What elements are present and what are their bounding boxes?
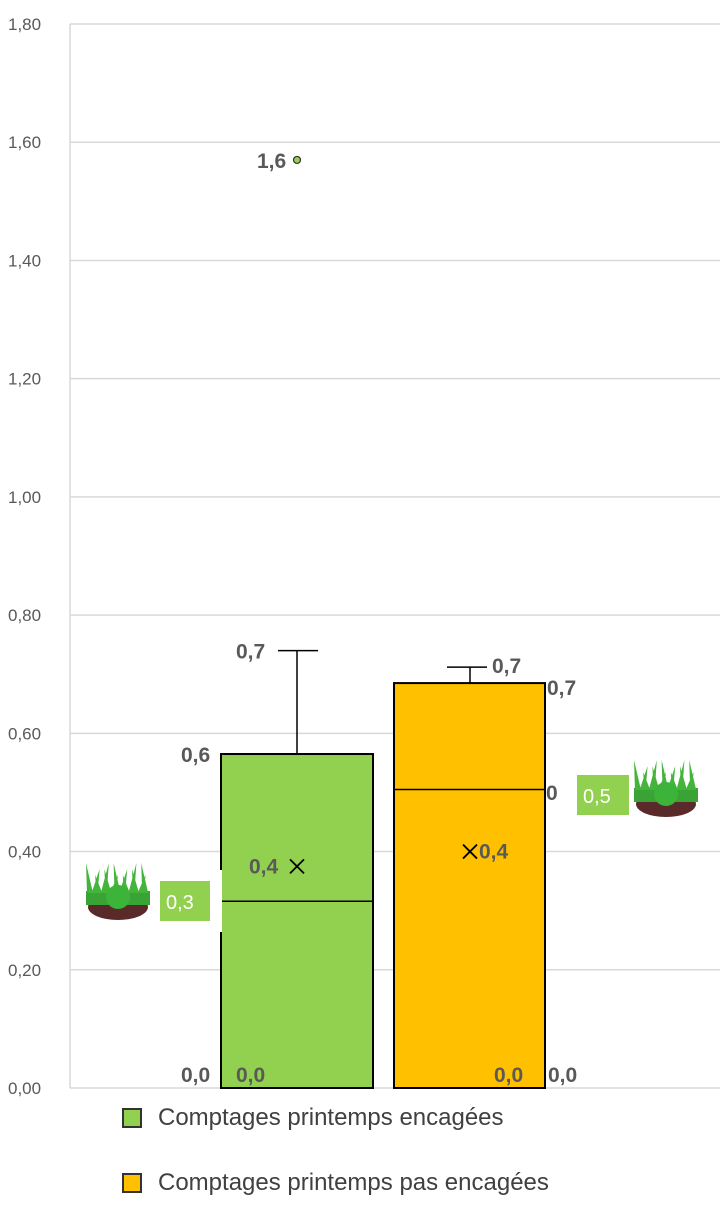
y-tick-label: 0,20 [8, 961, 41, 980]
legend-label-pas-encagees: Comptages printemps pas encagées [158, 1169, 549, 1196]
grass-icon-right [634, 760, 698, 817]
label-q1: 0,0 [236, 1064, 265, 1087]
label-q3: 0,7 [547, 677, 576, 700]
label-q3: 0,6 [181, 744, 210, 767]
median-badge-left-bg [160, 881, 210, 921]
label-min: 0,0 [494, 1064, 523, 1087]
grass-bulb-shape [106, 885, 130, 909]
y-tick-label: 0,80 [8, 606, 41, 625]
grass-blades-shape [86, 863, 149, 893]
median-badge-right: 0,5 [577, 775, 629, 815]
y-tick-label: 1,20 [8, 370, 41, 389]
label-mean: 0,4 [249, 855, 279, 878]
mean-marker [289, 858, 305, 874]
legend-swatch-green [122, 1108, 142, 1128]
label-outlier: 1,6 [257, 150, 286, 173]
outlier-point [292, 155, 302, 165]
mean-marker [462, 843, 478, 860]
grass-blades-shape [634, 760, 697, 790]
mean-marker-stroke [462, 843, 478, 860]
median-badge-right-bg [577, 775, 629, 815]
label-min: 0,0 [181, 1064, 210, 1087]
label-max: 0,7 [236, 641, 265, 664]
box-body [220, 753, 374, 1089]
legend-item-pas-encagees: Comptages printemps pas encagées [122, 1169, 549, 1197]
label-max: 0,7 [492, 655, 521, 678]
legend-swatch-orange [122, 1173, 142, 1193]
clipped-label: 0 [546, 782, 558, 805]
decorations: 0,3 0 0,5 [86, 760, 698, 932]
y-tick-label: 1,00 [8, 488, 41, 507]
gridlines [69, 23, 720, 1089]
legend-label-encagees: Comptages printemps encagées [158, 1104, 504, 1131]
median-badge-left-text: 0,3 [166, 892, 194, 914]
box-series-0: 0,7 0,6 0,4 0,0 0,0 1,6 [181, 150, 374, 1089]
label-mean: 0,4 [479, 841, 509, 864]
median-badge-right-text: 0,5 [583, 786, 611, 808]
y-tick-label: 1,60 [8, 133, 41, 152]
legend-item-encagees: Comptages printemps encagées [122, 1104, 504, 1132]
grass-bulb-shape [654, 782, 678, 806]
mean-marker-stroke [289, 858, 305, 874]
y-axis-ticks: 0,00 0,20 0,40 0,60 0,80 1,00 1,20 1,40 1,60 1,80 [8, 15, 41, 1098]
box-series: 0,7 0,6 0,4 0,0 0,0 1,6 0,7 0,7 0,4 0,0 0,0 [181, 150, 577, 1089]
y-tick-label: 0,00 [8, 1079, 41, 1098]
median-badge-left: 0,3 [160, 881, 210, 921]
y-tick-label: 0,60 [8, 724, 41, 743]
grass-icon-left [86, 863, 150, 920]
box-body [393, 682, 546, 1089]
box-series-1: 0,7 0,7 0,4 0,0 0,0 [393, 655, 577, 1089]
y-tick-label: 1,40 [8, 251, 41, 270]
y-tick-label: 0,40 [8, 843, 41, 862]
label-q1: 0,0 [548, 1064, 577, 1087]
y-tick-label: 1,80 [8, 15, 41, 34]
